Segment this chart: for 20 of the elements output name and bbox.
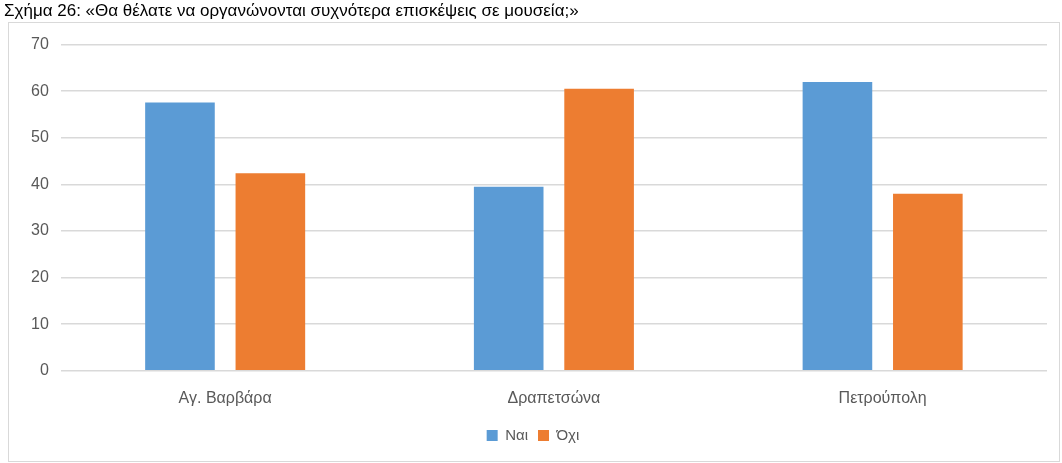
bar bbox=[893, 193, 963, 371]
bar bbox=[235, 173, 306, 371]
y-tick-label: 60 bbox=[31, 81, 49, 99]
legend-label: Όχι bbox=[555, 425, 580, 443]
y-tick-label: 70 bbox=[31, 35, 49, 53]
x-tick-label: Δραπετσώνα bbox=[507, 388, 601, 406]
bar bbox=[473, 186, 544, 371]
y-tick-label: 10 bbox=[31, 314, 49, 332]
bar bbox=[145, 102, 215, 371]
y-tick-label: 50 bbox=[31, 128, 49, 146]
bar bbox=[564, 88, 634, 371]
y-tick-label: 20 bbox=[31, 268, 49, 286]
y-tick-label: 30 bbox=[31, 221, 49, 239]
x-tick-label: Πετρούπολη bbox=[838, 388, 927, 406]
y-tick-label: 0 bbox=[39, 361, 49, 379]
bar bbox=[802, 81, 873, 371]
x-tick-label: Αγ. Βαρβάρα bbox=[178, 388, 272, 406]
chart-title: Σχήμα 26: «Θα θέλατε να οργανώνονται συχνότερα επισκέψεις σε μουσεία;» bbox=[3, 0, 580, 22]
legend-label: Ναι bbox=[505, 425, 529, 443]
y-tick-label: 40 bbox=[31, 174, 49, 192]
